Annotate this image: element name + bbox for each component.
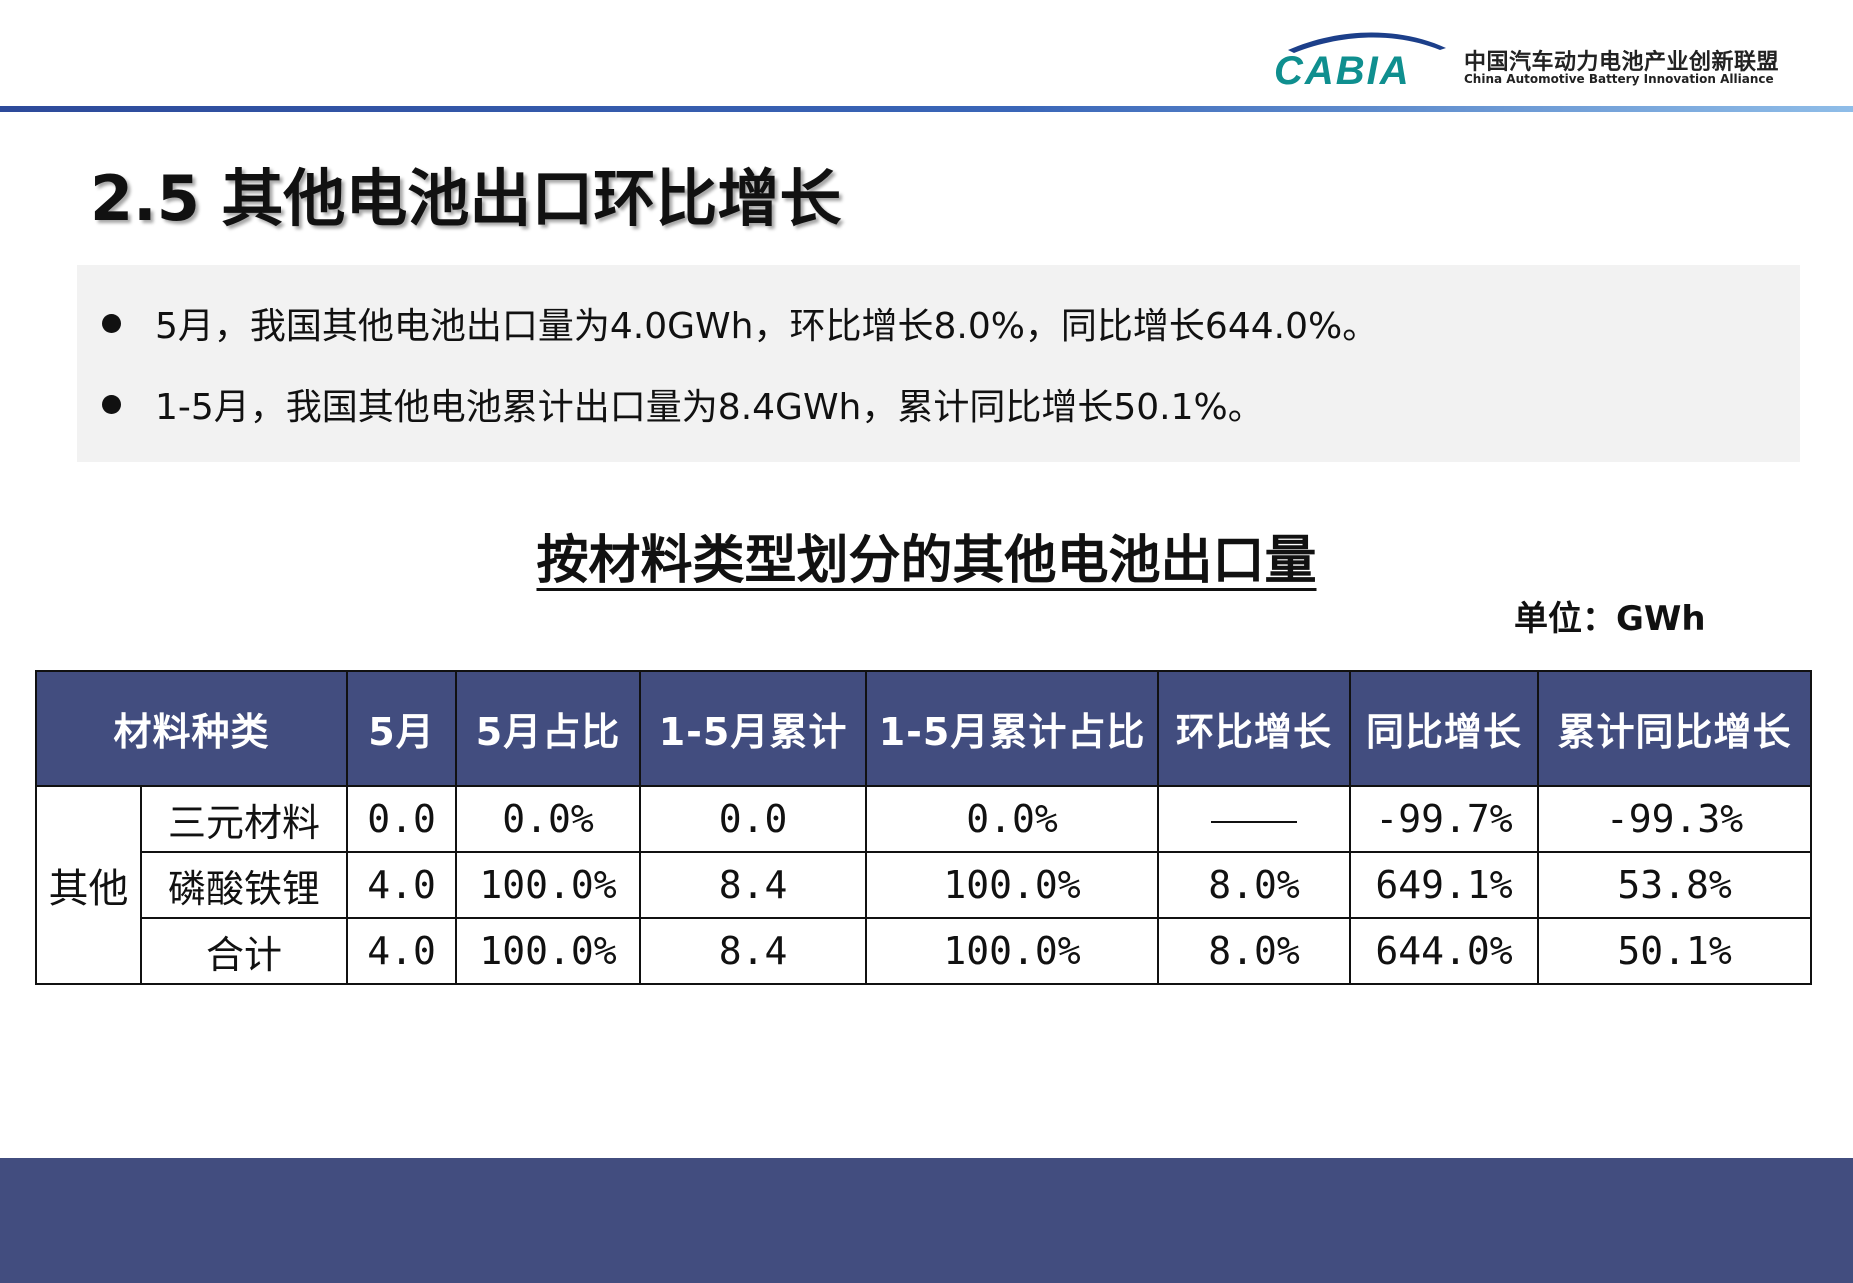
ytd-share-cell: 100.0%	[865, 851, 1160, 919]
yoy-cell: 644.0%	[1349, 917, 1540, 985]
unit-label: 单位：GWh	[1514, 599, 1706, 639]
may-cell: 0.0	[346, 785, 458, 853]
may-cell: 4.0	[346, 917, 458, 985]
ytd-cell: 8.4	[639, 851, 868, 919]
cabia-logo-icon: CABIA	[1274, 32, 1446, 88]
ytd-yoy-cell: 50.1%	[1537, 917, 1813, 985]
footer-band	[0, 1158, 1853, 1283]
ytd-yoy-cell: -99.3%	[1537, 785, 1813, 853]
may-share-cell: 100.0%	[455, 917, 642, 985]
table-row: 磷酸铁锂 4.0 100.0% 8.4 100.0% 8.0% 649.1% 5…	[36, 851, 1813, 919]
material-type-cell: 磷酸铁锂	[139, 851, 349, 919]
ytd-share-cell: 100.0%	[865, 917, 1160, 985]
summary-text: 5月，我国其他电池出口量为4.0GWh，环比增长8.0%，同比增长644.0%。	[155, 306, 1379, 347]
may-share-cell: 0.0%	[455, 785, 642, 853]
mom-cell: 8.0%	[1157, 917, 1352, 985]
yoy-cell: -99.7%	[1349, 785, 1540, 853]
org-name-cn: 中国汽车动力电池产业创新联盟	[1464, 50, 1780, 75]
bullet-icon	[102, 313, 121, 333]
header: CABIA 中国汽车动力电池产业创新联盟 China Automotive Ba…	[0, 0, 1853, 112]
header-mom: 环比增长	[1157, 670, 1352, 787]
ytd-share-cell: 0.0%	[865, 785, 1160, 853]
header-material-type: 材料种类	[34, 670, 349, 787]
svg-text:CABIA: CABIA	[1274, 49, 1411, 88]
header-ytd-share: 1-5月累计占比	[865, 670, 1160, 787]
header-yoy: 同比增长	[1349, 670, 1540, 787]
dash-placeholder	[1211, 820, 1298, 823]
header-rule	[0, 106, 1853, 112]
table-row: 合计 4.0 100.0% 8.4 100.0% 8.0% 644.0% 50.…	[36, 917, 1813, 985]
may-cell: 4.0	[346, 851, 458, 919]
table-row: 其他 三元材料 0.0 0.0% 0.0 0.0% -99.7% -99.3%	[35, 785, 1813, 985]
header-may: 5月	[346, 670, 458, 787]
header-may-share: 5月占比	[455, 670, 642, 787]
summary-bullet: 5月，我国其他电池出口量为4.0GWh，环比增长8.0%，同比增长644.0%。	[102, 301, 1378, 347]
ytd-cell: 0.0	[639, 785, 868, 853]
bullet-icon	[102, 394, 121, 414]
org-name-en: China Automotive Battery Innovation Alli…	[1464, 72, 1774, 86]
page-title: 2.5 其他电池出口环比增长	[90, 162, 842, 235]
mom-cell	[1157, 785, 1352, 853]
may-share-cell: 100.0%	[455, 851, 642, 919]
yoy-cell: 649.1%	[1349, 851, 1540, 919]
summary-bullet: 1-5月，我国其他电池累计出口量为8.4GWh，累计同比增长50.1%。	[102, 382, 1264, 428]
mom-cell: 8.0%	[1157, 851, 1352, 919]
export-table: 材料种类 5月 5月占比 1-5月累计 1-5月累计占比 环比增长 同比增长 累…	[34, 670, 1813, 985]
material-type-cell: 合计	[139, 917, 349, 985]
summary-text: 1-5月，我国其他电池累计出口量为8.4GWh，累计同比增长50.1%。	[155, 387, 1264, 428]
table-title: 按材料类型划分的其他电池出口量	[536, 531, 1317, 591]
material-type-cell: 三元材料	[139, 785, 349, 853]
header-ytd-yoy: 累计同比增长	[1537, 670, 1813, 787]
group-label: 其他	[35, 785, 142, 985]
header-ytd: 1-5月累计	[639, 670, 868, 787]
ytd-cell: 8.4	[639, 917, 868, 985]
summary-box: 5月，我国其他电池出口量为4.0GWh，环比增长8.0%，同比增长644.0%。…	[77, 265, 1800, 462]
ytd-yoy-cell: 53.8%	[1537, 851, 1813, 919]
table-header-row: 材料种类 5月 5月占比 1-5月累计 1-5月累计占比 环比增长 同比增长 累…	[34, 670, 1813, 787]
